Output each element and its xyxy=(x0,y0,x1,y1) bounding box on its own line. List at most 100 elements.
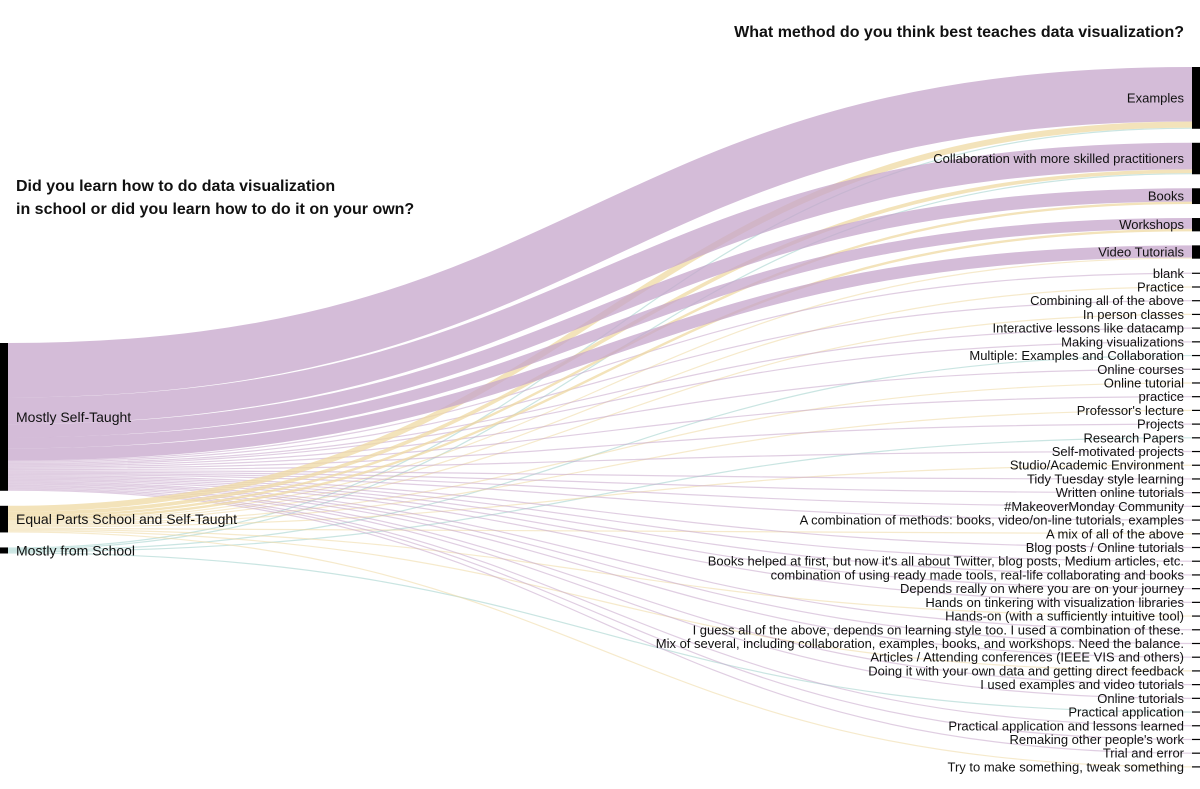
target-label-practice: Practice xyxy=(1137,279,1184,294)
link-mostly-self-taught-to-blank xyxy=(7,272,1193,462)
target-label-depends-really-on-where-you-are-on-your-: Depends really on where you are on your … xyxy=(900,581,1185,596)
target-node-blank xyxy=(1192,272,1200,274)
target-node-a-mix-of-all-of-the-above xyxy=(1192,533,1200,535)
target-label-studio-academic-environment: Studio/Academic Environment xyxy=(1010,458,1185,473)
link-mostly-self-taught-to-combining-all-of-the-above xyxy=(7,300,1193,463)
link-mostly-self-taught-to-interactive-lessons-like-datacamp xyxy=(7,327,1193,465)
target-node-i-guess-all-of-the-above-depends-on-lear xyxy=(1192,629,1200,631)
link-equal-parts-school-and-self-taught-to-hands-on-with-a-sufficiently-intuitive-t xyxy=(7,528,1193,617)
target-node-online-tutorial xyxy=(1192,382,1200,384)
source-node-mostly-self-taught xyxy=(0,343,8,491)
target-node-examples xyxy=(1192,67,1200,129)
target-label-workshops: Workshops xyxy=(1119,217,1184,232)
target-label-articles-attending-conferences-ieee-vis-: Articles / Attending conferences (IEEE V… xyxy=(870,650,1184,665)
target-label-practice: practice xyxy=(1138,389,1184,404)
target-node-research-papers xyxy=(1192,437,1200,439)
target-label-interactive-lessons-like-datacamp: Interactive lessons like datacamp xyxy=(993,321,1184,336)
link-mostly-self-taught-to-books-helped-at-first-but-now-it-s-all-a xyxy=(7,476,1193,562)
link-mostly-self-taught-to-makeovermonday-community xyxy=(7,472,1193,507)
target-node-a-combination-of-methods-books-video-on- xyxy=(1192,519,1200,521)
target-label-combining-all-of-the-above: Combining all of the above xyxy=(1030,293,1184,308)
target-node-try-to-make-something-tweak-something xyxy=(1192,766,1200,768)
target-label-collaboration-with-more-skilled-practiti: Collaboration with more skilled practiti… xyxy=(933,151,1184,166)
target-label-research-papers: Research Papers xyxy=(1084,430,1185,445)
left-title-line-1: Did you learn how to do data visualizati… xyxy=(16,178,335,195)
target-node-hands-on-tinkering-with-visualization-li xyxy=(1192,601,1200,603)
link-mostly-self-taught-to-i-guess-all-of-the-above-depends-on-lear xyxy=(7,481,1193,631)
link-mostly-self-taught-to-books xyxy=(7,188,1193,438)
link-equal-parts-school-and-self-taught-to-books xyxy=(7,201,1193,518)
target-node-projects xyxy=(1192,423,1200,425)
target-node-depends-really-on-where-you-are-on-your- xyxy=(1192,588,1200,590)
target-label-a-mix-of-all-of-the-above: A mix of all of the above xyxy=(1046,526,1184,541)
target-node-i-used-examples-and-video-tutorials xyxy=(1192,684,1200,686)
target-label-multiple-examples-and-collaboration: Multiple: Examples and Collaboration xyxy=(969,348,1184,363)
link-equal-parts-school-and-self-taught-to-in-person-classes xyxy=(7,313,1193,524)
target-node-mix-of-several-including-collaboration-e xyxy=(1192,642,1200,645)
target-node-online-tutorials xyxy=(1192,697,1200,699)
target-node-articles-attending-conferences-ieee-vis- xyxy=(1192,656,1200,658)
target-label-books: Books xyxy=(1148,189,1185,204)
source-label-mostly-from-school: Mostly from School xyxy=(16,542,135,558)
source-node-equal-parts-school-and-self-taught xyxy=(0,505,8,533)
target-node-practical-application-and-lessons-learne xyxy=(1192,725,1200,727)
target-node-workshops xyxy=(1192,218,1200,232)
target-label-trial-and-error: Trial and error xyxy=(1103,746,1185,761)
target-node-professor-s-lecture xyxy=(1192,409,1200,412)
link-mostly-self-taught-to-examples xyxy=(7,67,1193,398)
target-node-self-motivated-projects xyxy=(1192,450,1200,453)
target-node-hands-on-with-a-sufficiently-intuitive-t xyxy=(1192,615,1200,617)
link-mostly-self-taught-to-practice xyxy=(7,396,1193,468)
link-mostly-from-school-to-collaboration-with-more-skilled-practiti xyxy=(7,173,1193,550)
target-label-written-online-tutorials: Written online tutorials xyxy=(1056,485,1185,500)
target-node-practice xyxy=(1192,396,1200,398)
target-node-blog-posts-online-tutorials xyxy=(1192,546,1200,549)
target-label-video-tutorials: Video Tutorials xyxy=(1098,245,1184,260)
sankey-nodes xyxy=(0,67,1200,768)
target-node-video-tutorials xyxy=(1192,245,1200,259)
target-node-written-online-tutorials xyxy=(1192,492,1200,494)
target-label-doing-it-with-your-own-data-and-getting-: Doing it with your own data and getting … xyxy=(868,663,1184,678)
sankey-labels: Mostly Self-Taught Equal Parts School and… xyxy=(16,90,1185,774)
link-mostly-self-taught-to-projects xyxy=(7,423,1193,469)
target-label-online-tutorial: Online tutorial xyxy=(1104,375,1184,390)
target-label-practical-application: Practical application xyxy=(1068,705,1184,720)
link-mostly-self-taught-to-making-visualizations xyxy=(7,341,1193,466)
source-node-mostly-from-school xyxy=(0,547,8,554)
link-mostly-self-taught-to-blog-posts-online-tutorials xyxy=(7,475,1193,549)
link-equal-parts-school-and-self-taught-to-video-tutorials xyxy=(7,257,1193,522)
link-mostly-self-taught-to-tidy-tuesday-style-learning xyxy=(7,470,1193,480)
target-node-practical-application xyxy=(1192,711,1200,713)
link-equal-parts-school-and-self-taught-to-try-to-make-something-tweak-something xyxy=(7,531,1193,768)
target-label-a-combination-of-methods-books-video-on-: A combination of methods: books, video/o… xyxy=(800,513,1185,528)
target-label-i-guess-all-of-the-above-depends-on-lear: I guess all of the above, depends on lea… xyxy=(693,622,1184,637)
target-node-tidy-tuesday-style-learning xyxy=(1192,478,1200,480)
target-node-making-visualizations xyxy=(1192,341,1200,343)
target-node-in-person-classes xyxy=(1192,313,1200,316)
link-mostly-self-taught-to-online-tutorials xyxy=(7,485,1193,699)
link-mostly-self-taught-to-collaboration-with-more-skilled-practiti xyxy=(7,142,1193,425)
left-title-line-2: in school or did you learn how to do it … xyxy=(16,201,414,218)
link-mostly-self-taught-to-online-courses xyxy=(7,368,1193,467)
target-label-blog-posts-online-tutorials: Blog posts / Online tutorials xyxy=(1026,540,1185,555)
target-label-self-motivated-projects: Self-motivated projects xyxy=(1052,444,1185,459)
target-node-combining-all-of-the-above xyxy=(1192,300,1200,302)
target-label-hands-on-with-a-sufficiently-intuitive-t: Hands-on (with a sufficiently intuitive … xyxy=(945,609,1184,624)
right-title: What method do you think best teaches da… xyxy=(734,24,1184,41)
target-node-studio-academic-environment xyxy=(1192,464,1200,466)
link-equal-parts-school-and-self-taught-to-online-tutorial xyxy=(7,382,1193,526)
target-label-making-visualizations: Making visualizations xyxy=(1061,334,1184,349)
target-label-examples: Examples xyxy=(1127,90,1185,105)
target-node-collaboration-with-more-skilled-practiti xyxy=(1192,142,1200,175)
target-label-hands-on-tinkering-with-visualization-li: Hands on tinkering with visualization li… xyxy=(925,595,1184,610)
link-equal-parts-school-and-self-taught-to-workshops xyxy=(7,228,1193,521)
target-label-practical-application-and-lessons-learne: Practical application and lessons learne… xyxy=(948,718,1184,733)
target-label-remaking-other-people-s-work: Remaking other people's work xyxy=(1010,732,1185,747)
link-equal-parts-school-and-self-taught-to-studio-academic-environment xyxy=(7,464,1193,528)
target-node-makeovermonday-community xyxy=(1192,505,1200,507)
link-mostly-self-taught-to-trial-and-error xyxy=(7,489,1193,754)
link-mostly-self-taught-to-remaking-other-people-s-work xyxy=(7,488,1193,741)
link-mostly-from-school-to-research-papers xyxy=(7,437,1193,553)
target-label-i-used-examples-and-video-tutorials: I used examples and video tutorials xyxy=(980,677,1184,692)
